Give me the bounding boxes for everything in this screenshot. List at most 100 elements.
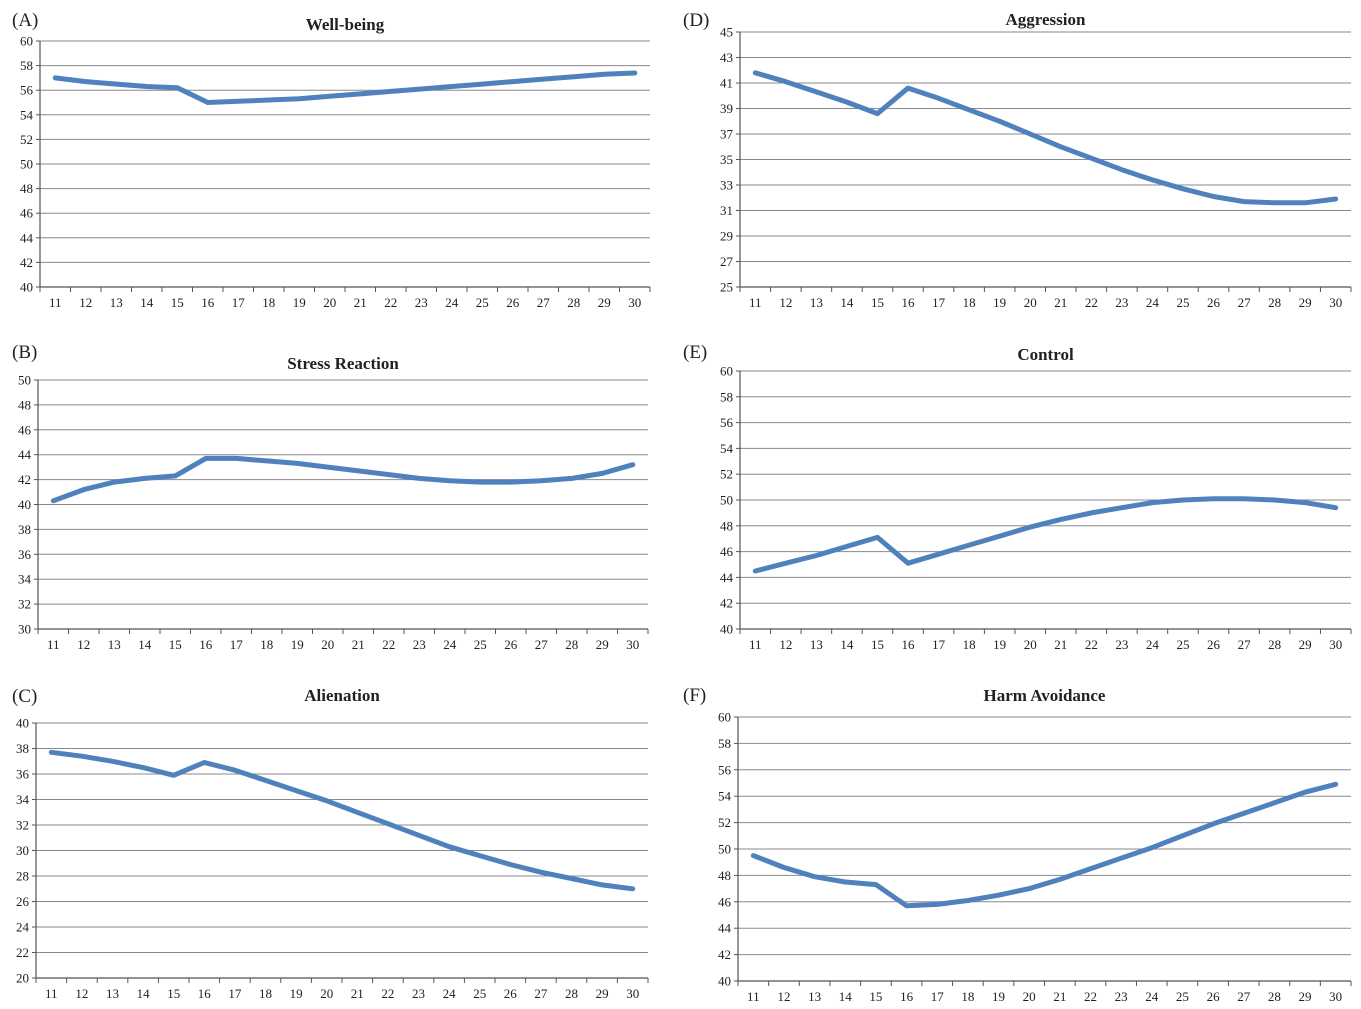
y-tick-label: 58 [20, 58, 33, 73]
x-tick-label: 11 [749, 637, 762, 652]
y-tick-label: 54 [718, 789, 732, 804]
x-tick-label: 26 [506, 295, 520, 310]
panel-label: (C) [12, 686, 37, 707]
x-tick-label: 28 [1268, 637, 1281, 652]
x-tick-label: 30 [626, 986, 639, 1001]
y-tick-label: 44 [718, 921, 732, 936]
y-tick-label: 42 [18, 472, 31, 487]
x-tick-label: 21 [352, 637, 365, 652]
x-tick-label: 18 [963, 295, 976, 310]
chart-title: Stress Reaction [287, 354, 399, 373]
y-tick-label: 60 [720, 364, 733, 379]
y-tick-label: 32 [18, 597, 31, 612]
x-tick-label: 19 [290, 986, 303, 1001]
series-line [52, 70, 638, 105]
y-tick-label: 26 [16, 894, 30, 909]
x-tick-label: 16 [902, 295, 916, 310]
y-tick-label: 36 [18, 547, 32, 562]
x-tick-label: 28 [565, 986, 578, 1001]
x-tick-label: 27 [1238, 637, 1252, 652]
x-tick-label: 15 [171, 295, 184, 310]
x-tick-label: 11 [749, 295, 762, 310]
x-tick-label: 13 [110, 295, 123, 310]
x-tick-label: 29 [1299, 989, 1312, 1004]
y-tick-label: 54 [720, 441, 734, 456]
y-tick-label: 46 [20, 206, 34, 221]
y-tick-label: 32 [16, 818, 29, 833]
panel-label: (A) [12, 10, 38, 31]
y-tick-label: 58 [720, 389, 733, 404]
x-tick-label: 20 [1024, 295, 1037, 310]
x-tick-label: 22 [381, 986, 394, 1001]
x-tick-label: 16 [902, 637, 916, 652]
series-line [48, 749, 636, 892]
x-tick-label: 24 [443, 986, 457, 1001]
y-tick-label: 46 [720, 544, 734, 559]
x-tick-label: 11 [747, 989, 760, 1004]
y-tick-label: 40 [720, 622, 733, 637]
x-tick-label: 23 [1115, 637, 1128, 652]
x-tick-label: 19 [291, 637, 304, 652]
y-tick-label: 60 [718, 710, 731, 725]
x-tick-label: 21 [354, 295, 367, 310]
x-tick-label: 27 [1237, 989, 1251, 1004]
y-tick-label: 48 [718, 868, 731, 883]
y-tick-label: 30 [16, 843, 29, 858]
y-tick-label: 24 [16, 920, 30, 935]
x-tick-label: 30 [1329, 989, 1342, 1004]
y-tick-label: 56 [20, 83, 34, 98]
x-tick-label: 14 [138, 637, 152, 652]
y-tick-label: 28 [16, 869, 29, 884]
x-tick-label: 13 [810, 637, 823, 652]
x-tick-label: 25 [1176, 637, 1189, 652]
x-tick-label: 18 [963, 637, 976, 652]
x-tick-label: 14 [840, 637, 854, 652]
x-tick-label: 13 [808, 989, 821, 1004]
y-tick-label: 40 [20, 280, 33, 295]
y-tick-label: 42 [20, 255, 33, 270]
y-tick-label: 34 [16, 792, 30, 807]
y-tick-label: 44 [20, 230, 34, 245]
y-tick-label: 41 [720, 76, 733, 91]
x-tick-label: 30 [1329, 637, 1342, 652]
x-tick-label: 20 [1024, 637, 1037, 652]
y-tick-label: 34 [18, 572, 32, 587]
x-tick-label: 26 [1207, 637, 1221, 652]
y-tick-label: 56 [718, 762, 732, 777]
y-tick-label: 40 [16, 716, 29, 731]
y-tick-label: 36 [16, 767, 30, 782]
y-tick-label: 42 [718, 947, 731, 962]
y-tick-label: 44 [18, 447, 32, 462]
series-line [50, 455, 636, 504]
x-tick-label: 28 [565, 637, 578, 652]
x-tick-label: 30 [626, 637, 639, 652]
x-tick-label: 15 [871, 295, 884, 310]
x-tick-label: 15 [167, 986, 180, 1001]
y-tick-label: 33 [720, 178, 733, 193]
x-tick-label: 22 [1084, 989, 1097, 1004]
x-tick-label: 24 [443, 637, 457, 652]
x-tick-label: 17 [932, 295, 946, 310]
chart-title: Alienation [304, 686, 380, 705]
x-tick-label: 16 [198, 986, 212, 1001]
x-tick-label: 16 [199, 637, 213, 652]
x-tick-label: 28 [1268, 295, 1281, 310]
y-tick-label: 29 [720, 229, 733, 244]
y-tick-label: 31 [720, 203, 733, 218]
chart-title: Aggression [1006, 10, 1087, 29]
x-tick-label: 26 [504, 637, 518, 652]
x-tick-label: 22 [1085, 637, 1098, 652]
x-tick-label: 12 [779, 637, 792, 652]
x-tick-label: 11 [47, 637, 60, 652]
x-tick-label: 19 [993, 295, 1006, 310]
y-tick-label: 43 [720, 50, 733, 65]
x-tick-label: 20 [323, 295, 336, 310]
x-tick-label: 17 [232, 295, 246, 310]
x-tick-label: 17 [230, 637, 244, 652]
x-tick-label: 11 [45, 986, 58, 1001]
y-tick-label: 39 [720, 101, 733, 116]
x-tick-label: 29 [596, 986, 609, 1001]
y-tick-label: 40 [18, 497, 31, 512]
x-tick-label: 12 [779, 295, 792, 310]
x-tick-label: 29 [596, 637, 609, 652]
